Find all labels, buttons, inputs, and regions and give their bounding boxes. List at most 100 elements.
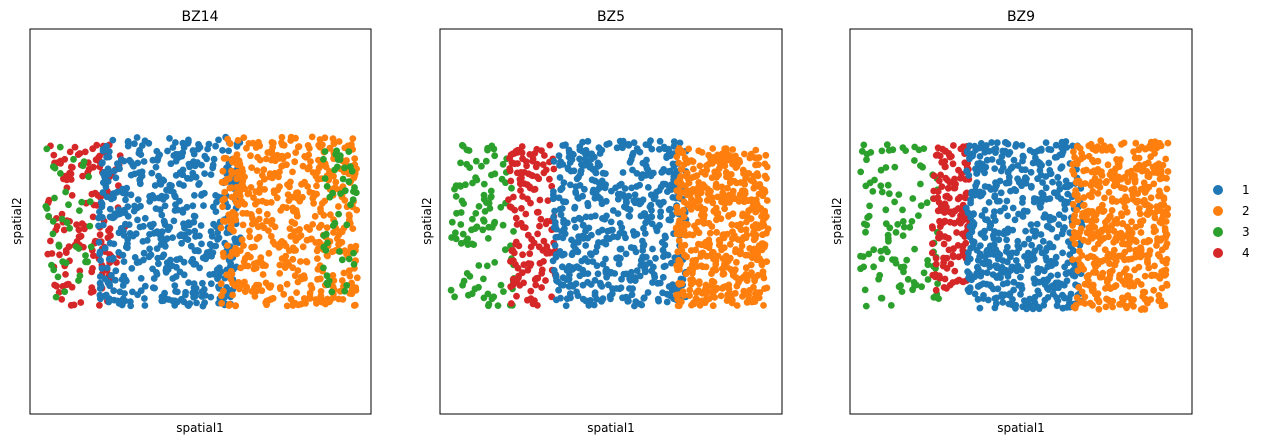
- scatter-point-cluster-1: [974, 263, 981, 271]
- scatter-point-cluster-1: [550, 193, 558, 201]
- scatter-point-cluster-2: [269, 294, 277, 302]
- scatter-point-cluster-1: [965, 274, 973, 281]
- scatter-point-cluster-1: [133, 134, 141, 141]
- scatter-point-cluster-4: [539, 247, 547, 254]
- scatter-point-cluster-2: [733, 258, 740, 266]
- scatter-point-cluster-4: [940, 240, 948, 248]
- scatter-point-cluster-2: [695, 287, 702, 294]
- scatter-point-cluster-2: [751, 154, 759, 162]
- scatter-point-cluster-1: [989, 271, 997, 278]
- scatter-point-cluster-1: [1005, 177, 1013, 185]
- scatter-point-cluster-3: [341, 164, 348, 172]
- scatter-point-cluster-3: [480, 275, 487, 283]
- scatter-point-cluster-2: [758, 213, 765, 220]
- legend-swatch: [1213, 248, 1223, 258]
- scatter-point-cluster-1: [100, 169, 108, 176]
- scatter-point-cluster-2: [280, 290, 288, 298]
- scatter-point-cluster-3: [857, 252, 864, 260]
- scatter-point-cluster-1: [1027, 168, 1035, 176]
- scatter-point-cluster-2: [1130, 148, 1137, 156]
- scatter-point-cluster-1: [628, 268, 635, 276]
- scatter-point-cluster-2: [1137, 253, 1144, 261]
- scatter-point-cluster-2: [755, 190, 763, 198]
- scatter-point-cluster-2: [1081, 293, 1089, 301]
- scatter-point-cluster-2: [703, 196, 711, 204]
- scatter-point-cluster-2: [1069, 200, 1077, 208]
- scatter-point-cluster-4: [53, 282, 60, 290]
- plot-frame: [29, 28, 372, 415]
- scatter-point-cluster-1: [184, 139, 192, 147]
- scatter-point-cluster-2: [317, 288, 325, 295]
- scatter-point-cluster-1: [670, 162, 678, 170]
- scatter-point-cluster-1: [1052, 141, 1060, 149]
- scatter-point-cluster-2: [1086, 226, 1094, 234]
- scatter-point-cluster-2: [1070, 215, 1078, 223]
- scatter-point-cluster-4: [537, 215, 545, 223]
- scatter-point-cluster-2: [267, 199, 275, 206]
- panel-bz5: BZ5 spatial1 spatial2: [420, 9, 783, 435]
- scatter-point-cluster-1: [572, 223, 579, 231]
- scatter-point-cluster-2: [1130, 302, 1137, 310]
- scatter-point-cluster-2: [693, 197, 701, 205]
- scatter-point-cluster-2: [1069, 256, 1076, 263]
- scatter-point-cluster-2: [1115, 252, 1123, 260]
- scatter-point-cluster-2: [710, 207, 718, 215]
- scatter-point-cluster-1: [998, 153, 1006, 161]
- scatter-point-cluster-1: [1001, 291, 1009, 299]
- scatter-point-cluster-4: [96, 231, 104, 239]
- scatter-point-cluster-2: [237, 264, 245, 272]
- scatter-point-cluster-2: [1157, 272, 1164, 280]
- scatter-point-cluster-1: [649, 245, 656, 253]
- scatter-point-cluster-2: [675, 193, 683, 201]
- scatter-point-cluster-1: [146, 231, 153, 238]
- scatter-point-cluster-2: [226, 300, 234, 308]
- scatter-point-cluster-3: [497, 281, 505, 289]
- legend-item-4: 4: [1213, 246, 1250, 260]
- scatter-point-cluster-2: [293, 212, 301, 220]
- scatter-point-cluster-1: [212, 142, 220, 150]
- scatter-point-cluster-2: [1097, 237, 1105, 245]
- scatter-point-cluster-1: [584, 199, 592, 207]
- scatter-point-cluster-3: [349, 196, 357, 204]
- scatter-point-cluster-3: [56, 143, 64, 151]
- scatter-point-cluster-2: [1069, 222, 1076, 229]
- scatter-point-cluster-1: [971, 290, 979, 298]
- scatter-point-cluster-2: [266, 170, 274, 178]
- scatter-point-cluster-4: [937, 171, 944, 179]
- scatter-point-cluster-3: [887, 302, 895, 309]
- scatter-point-cluster-2: [236, 284, 244, 291]
- scatter-point-cluster-3: [320, 264, 327, 272]
- scatter-point-cluster-3: [491, 259, 499, 266]
- scatter-point-cluster-3: [885, 190, 893, 198]
- scatter-point-cluster-1: [990, 212, 997, 220]
- scatter-point-cluster-1: [1054, 193, 1062, 200]
- scatter-point-cluster-4: [949, 279, 957, 286]
- scatter-point-cluster-2: [1162, 243, 1170, 251]
- scatter-point-cluster-2: [1076, 247, 1083, 255]
- scatter-point-cluster-2: [1143, 186, 1150, 194]
- scatter-point-cluster-2: [271, 223, 279, 231]
- scatter-point-cluster-4: [47, 237, 54, 245]
- scatter-point-cluster-3: [911, 157, 918, 164]
- scatter-point-cluster-1: [140, 158, 148, 165]
- scatter-point-cluster-3: [857, 168, 865, 176]
- scatter-point-cluster-1: [630, 197, 638, 205]
- scatter-point-cluster-3: [345, 255, 353, 263]
- scatter-point-cluster-1: [1023, 304, 1031, 312]
- scatter-point-cluster-1: [997, 189, 1005, 197]
- scatter-point-cluster-2: [762, 151, 770, 159]
- scatter-point-cluster-4: [534, 274, 542, 282]
- scatter-point-cluster-2: [251, 293, 259, 300]
- scatter-point-cluster-2: [683, 200, 691, 208]
- scatter-point-cluster-2: [249, 215, 256, 222]
- scatter-point-cluster-3: [472, 210, 480, 217]
- scatter-point-cluster-3: [491, 152, 499, 160]
- scatter-point-cluster-4: [526, 250, 534, 258]
- scatter-point-cluster-3: [350, 261, 358, 268]
- scatter-point-cluster-1: [661, 250, 669, 258]
- scatter-point-cluster-3: [882, 220, 890, 228]
- scatter-point-cluster-2: [675, 280, 683, 288]
- scatter-point-cluster-4: [951, 267, 959, 275]
- scatter-point-cluster-2: [1071, 240, 1079, 248]
- scatter-point-cluster-1: [179, 208, 187, 216]
